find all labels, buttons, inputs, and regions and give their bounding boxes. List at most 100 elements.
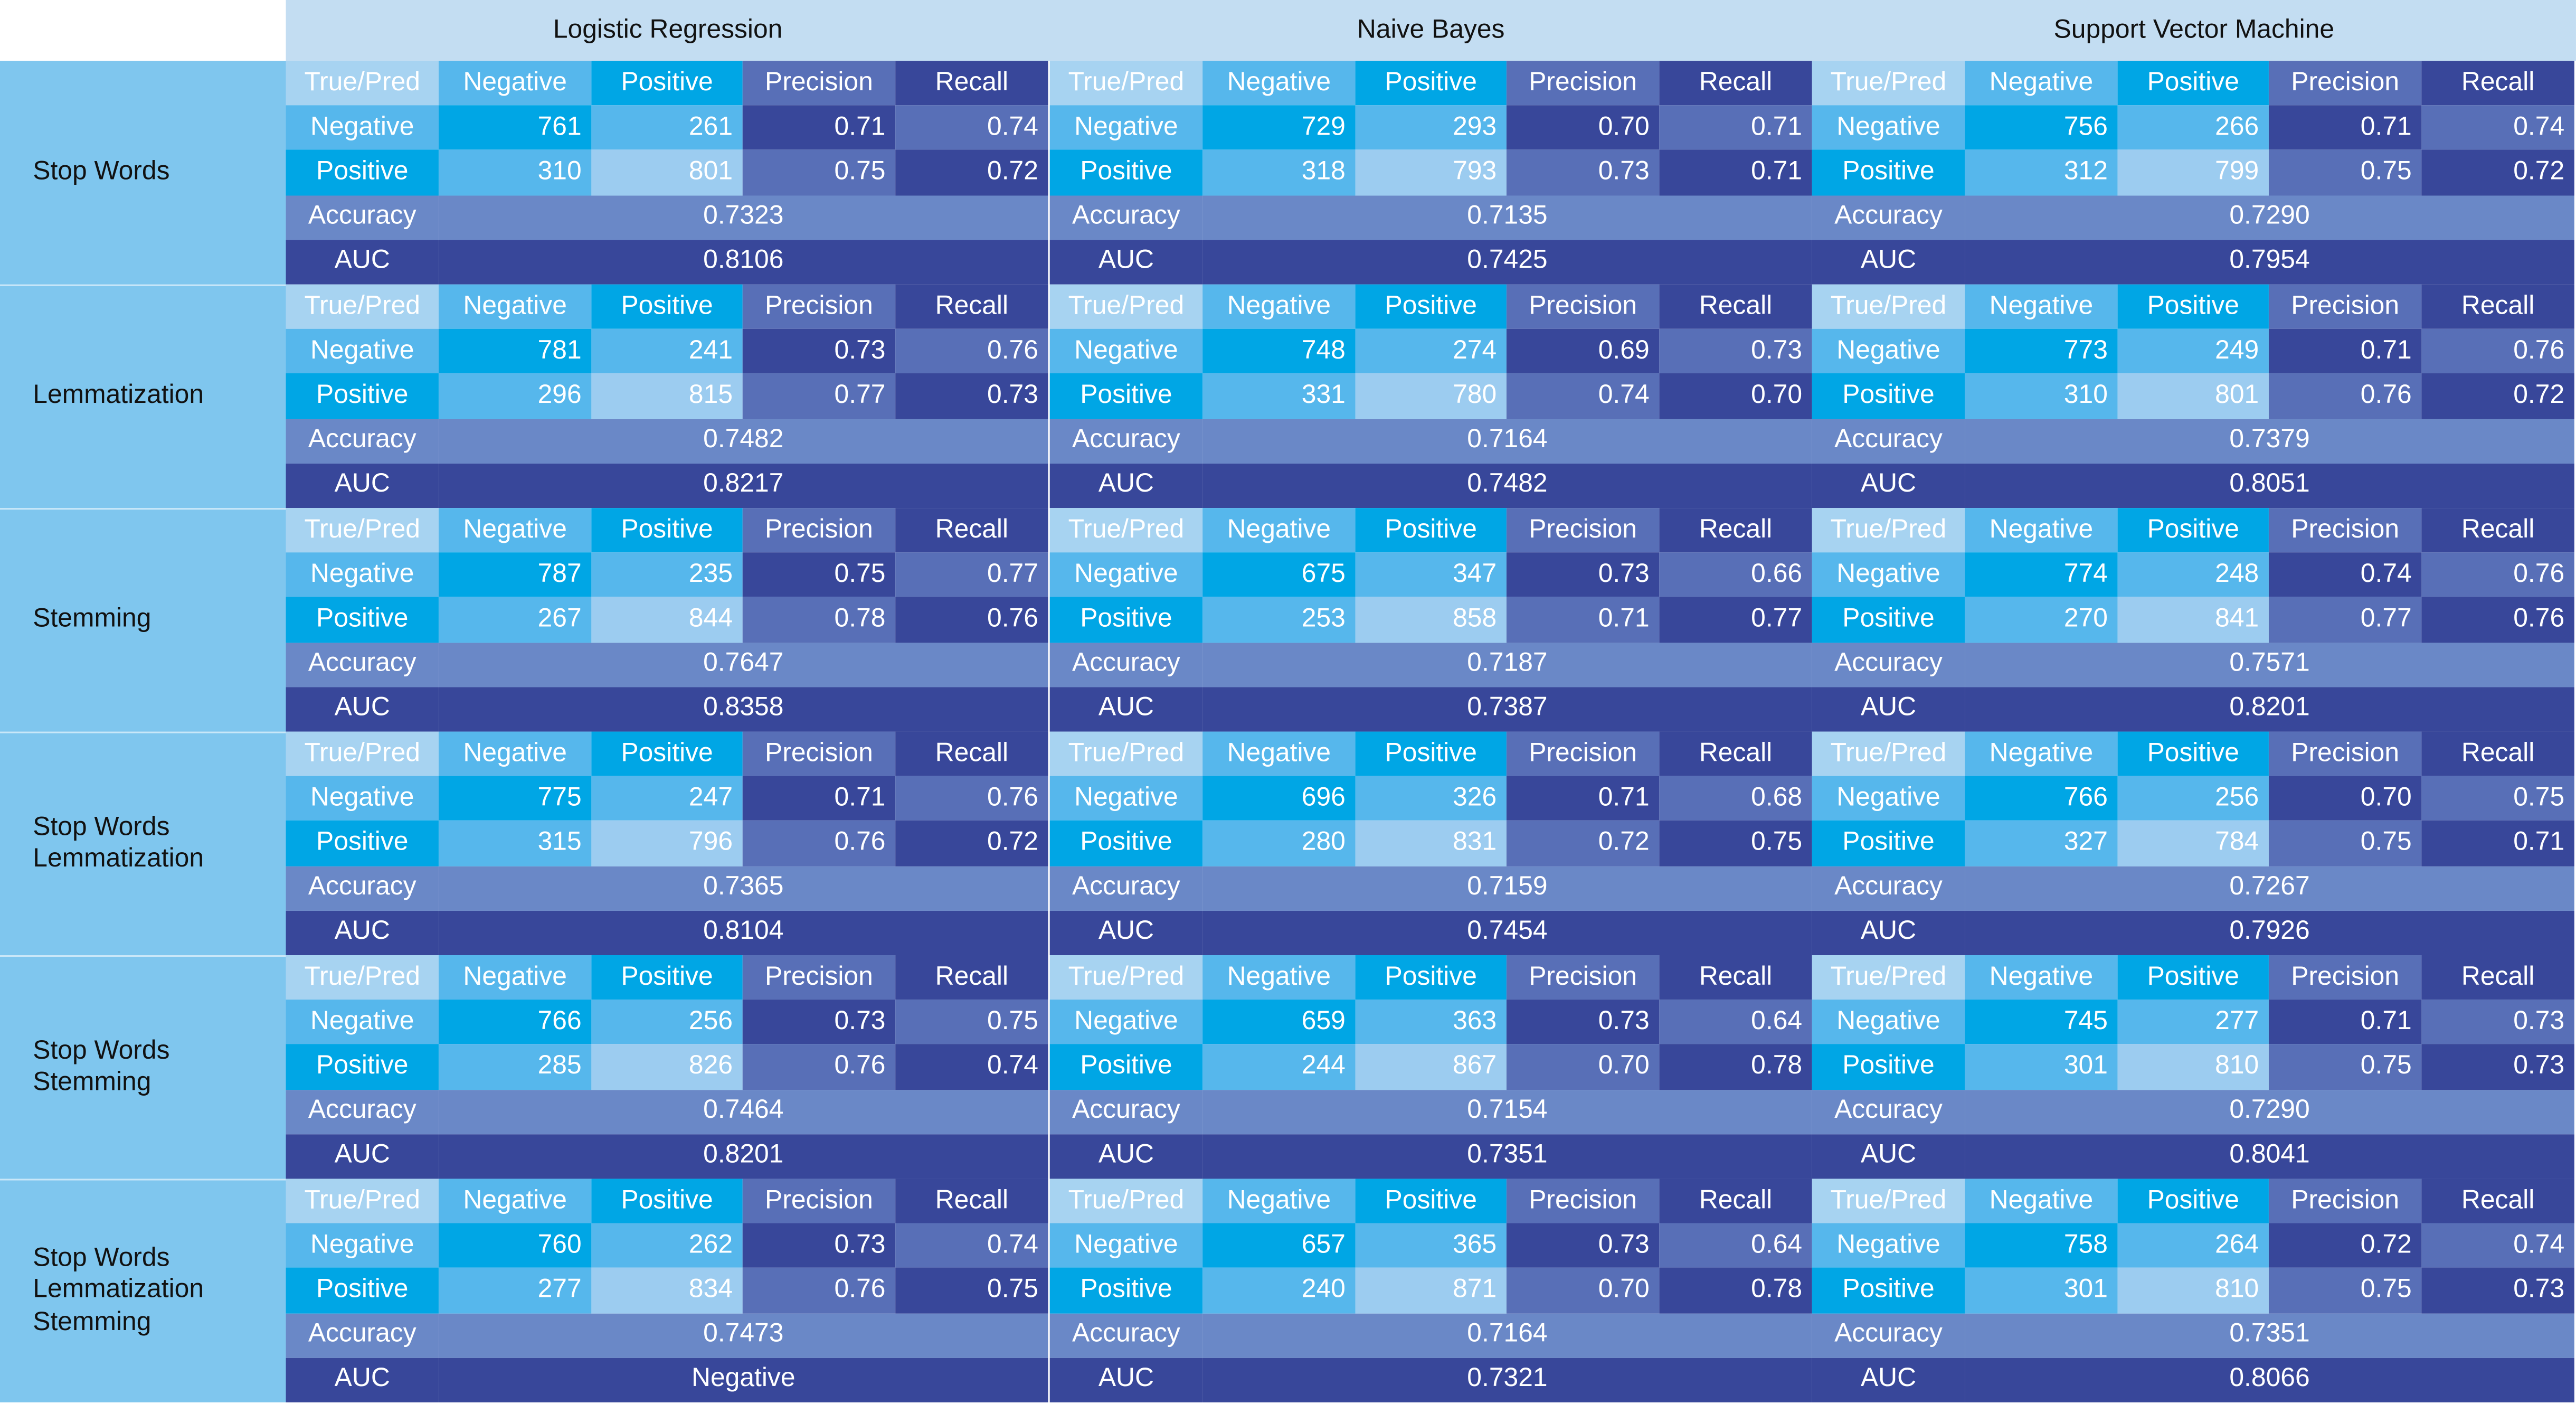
accuracy-label: Accuracy bbox=[286, 418, 439, 464]
recall-positive-value: 0.76 bbox=[2421, 597, 2574, 643]
recall-negative-value: 0.74 bbox=[895, 105, 1048, 150]
true-positive-value: 796 bbox=[591, 821, 743, 866]
precision-negative-value: 0.70 bbox=[1506, 105, 1660, 150]
accuracy-value: 0.7351 bbox=[1965, 1313, 2574, 1358]
auc-value: 0.8358 bbox=[438, 686, 1048, 732]
row-label: Lemmatization bbox=[0, 284, 286, 508]
true-negative-value: 766 bbox=[438, 1000, 592, 1045]
recall-positive-value: 0.78 bbox=[1659, 1268, 1812, 1313]
accuracy-value: 0.7135 bbox=[1202, 195, 1812, 240]
false-negative-value: 253 bbox=[1202, 597, 1356, 643]
accuracy-value: 0.7159 bbox=[1202, 865, 1812, 911]
accuracy-label: Accuracy bbox=[1812, 1089, 1965, 1134]
precision-negative-value: 0.73 bbox=[742, 1000, 896, 1045]
positive-column-header: Positive bbox=[591, 955, 743, 1000]
true-negative-value: 756 bbox=[1965, 105, 2118, 150]
precision-positive-value: 0.70 bbox=[1506, 1044, 1660, 1090]
row-label-line: Lemmatization bbox=[33, 845, 204, 873]
negative-row-label: Negative bbox=[286, 1223, 439, 1268]
recall-negative-value: 0.76 bbox=[895, 776, 1048, 821]
precision-negative-value: 0.73 bbox=[1506, 1000, 1660, 1045]
precision-positive-value: 0.76 bbox=[742, 1044, 896, 1090]
recall-positive-value: 0.71 bbox=[2421, 821, 2574, 866]
auc-value: 0.7954 bbox=[1965, 239, 2574, 285]
true-negative-value: 775 bbox=[438, 776, 592, 821]
false-positive-value: 277 bbox=[2117, 1000, 2269, 1045]
accuracy-label: Accuracy bbox=[1812, 642, 1965, 687]
true-positive-value: 799 bbox=[2117, 150, 2269, 195]
false-positive-value: 247 bbox=[591, 776, 743, 821]
positive-row-label: Positive bbox=[1049, 374, 1203, 419]
false-negative-value: 267 bbox=[438, 597, 592, 643]
row-label-line: Stemming bbox=[33, 1308, 151, 1336]
recall-negative-value: 0.73 bbox=[2421, 1000, 2574, 1045]
auc-label: AUC bbox=[1049, 239, 1203, 285]
positive-row-label: Positive bbox=[286, 821, 439, 866]
true-pred-header: True/Pred bbox=[1812, 508, 1965, 553]
true-negative-value: 774 bbox=[1965, 552, 2118, 598]
false-negative-value: 270 bbox=[1965, 597, 2118, 643]
precision-negative-value: 0.73 bbox=[1506, 1223, 1660, 1268]
row-separator bbox=[0, 508, 286, 510]
accuracy-value: 0.7379 bbox=[1965, 418, 2574, 464]
auc-label: AUC bbox=[286, 1134, 439, 1179]
precision-header: Precision bbox=[1506, 61, 1660, 106]
precision-header: Precision bbox=[742, 508, 896, 553]
accuracy-label: Accuracy bbox=[1049, 1089, 1203, 1134]
negative-row-label: Negative bbox=[286, 1000, 439, 1045]
auc-label: AUC bbox=[1812, 239, 1965, 285]
false-positive-value: 326 bbox=[1355, 776, 1507, 821]
negative-column-header: Negative bbox=[1202, 955, 1356, 1000]
accuracy-value: 0.7464 bbox=[438, 1089, 1048, 1134]
recall-negative-value: 0.74 bbox=[895, 1223, 1048, 1268]
negative-column-header: Negative bbox=[438, 955, 592, 1000]
negative-row-label: Negative bbox=[1812, 776, 1965, 821]
positive-column-header: Positive bbox=[591, 1179, 743, 1224]
true-negative-value: 696 bbox=[1202, 776, 1356, 821]
auc-value: 0.8104 bbox=[438, 910, 1048, 955]
precision-positive-value: 0.71 bbox=[1506, 597, 1660, 643]
precision-header: Precision bbox=[742, 61, 896, 106]
accuracy-value: 0.7164 bbox=[1202, 1313, 1812, 1358]
true-negative-value: 787 bbox=[438, 552, 592, 598]
accuracy-label: Accuracy bbox=[286, 642, 439, 687]
positive-column-header: Positive bbox=[2117, 284, 2269, 329]
precision-header: Precision bbox=[2268, 1179, 2422, 1224]
recall-header: Recall bbox=[2421, 61, 2574, 106]
auc-label: AUC bbox=[286, 463, 439, 508]
positive-row-label: Positive bbox=[1049, 1268, 1203, 1313]
positive-row-label: Positive bbox=[1812, 374, 1965, 419]
negative-row-label: Negative bbox=[1812, 552, 1965, 598]
row-label: Stop Words Stemming bbox=[0, 955, 286, 1179]
precision-negative-value: 0.73 bbox=[742, 1223, 896, 1268]
auc-value: Negative bbox=[438, 1358, 1048, 1402]
negative-column-header: Negative bbox=[1202, 61, 1356, 106]
negative-column-header: Negative bbox=[1965, 955, 2118, 1000]
auc-label: AUC bbox=[1812, 463, 1965, 508]
recall-positive-value: 0.72 bbox=[895, 150, 1048, 195]
precision-positive-value: 0.77 bbox=[2268, 597, 2422, 643]
negative-column-header: Negative bbox=[438, 61, 592, 106]
true-pred-header: True/Pred bbox=[1049, 731, 1203, 777]
precision-positive-value: 0.76 bbox=[2268, 374, 2422, 419]
positive-column-header: Positive bbox=[1355, 61, 1507, 106]
precision-negative-value: 0.71 bbox=[2268, 105, 2422, 150]
true-positive-value: 784 bbox=[2117, 821, 2269, 866]
row-label: Stemming bbox=[0, 508, 286, 732]
negative-column-header: Negative bbox=[1202, 508, 1356, 553]
true-negative-value: 729 bbox=[1202, 105, 1356, 150]
accuracy-value: 0.7267 bbox=[1965, 865, 2574, 911]
true-pred-header: True/Pred bbox=[1049, 61, 1203, 106]
precision-header: Precision bbox=[2268, 61, 2422, 106]
positive-column-header: Positive bbox=[1355, 508, 1507, 553]
row-separator bbox=[0, 731, 286, 733]
accuracy-label: Accuracy bbox=[286, 1313, 439, 1358]
precision-positive-value: 0.75 bbox=[2268, 1044, 2422, 1090]
true-pred-header: True/Pred bbox=[1812, 61, 1965, 106]
row-separator bbox=[0, 955, 286, 957]
false-positive-value: 365 bbox=[1355, 1223, 1507, 1268]
true-negative-value: 781 bbox=[438, 329, 592, 374]
accuracy-value: 0.7365 bbox=[438, 865, 1048, 911]
negative-column-header: Negative bbox=[1965, 284, 2118, 329]
